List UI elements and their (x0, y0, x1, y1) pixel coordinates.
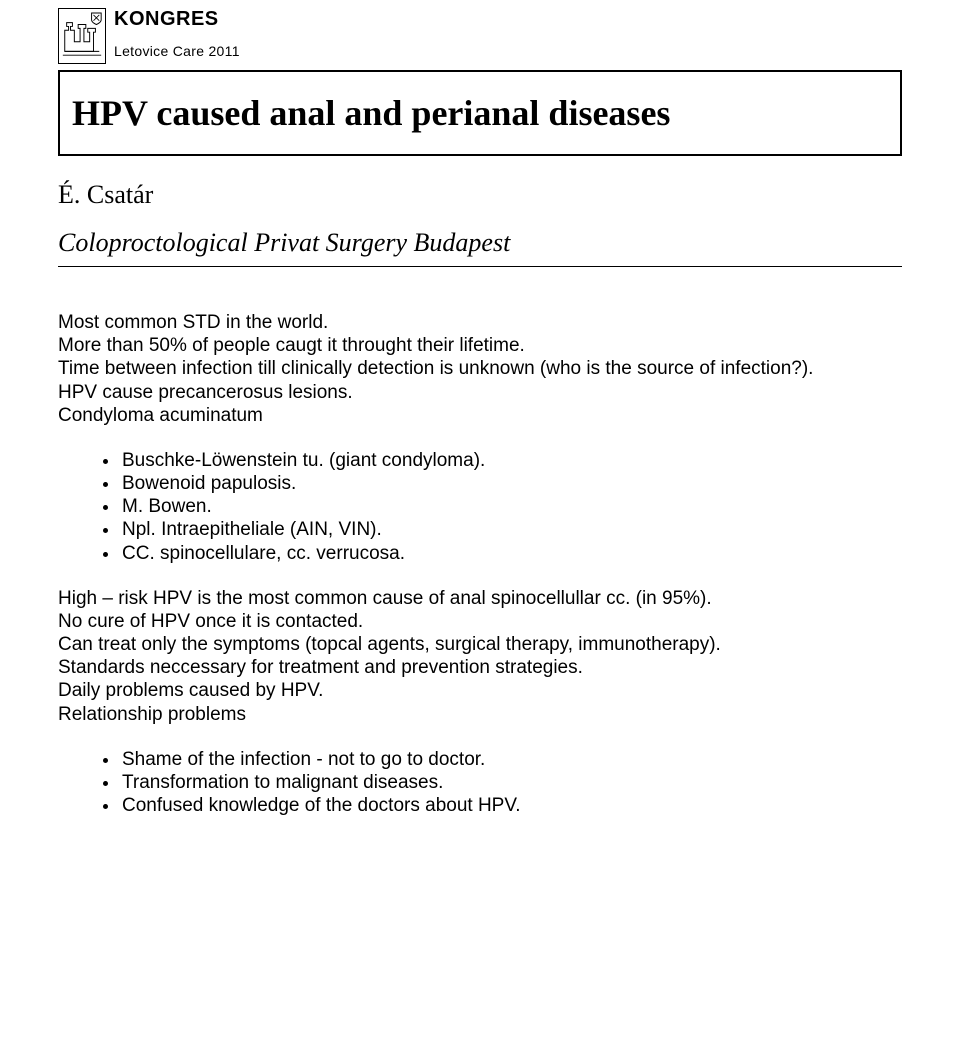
notes-line: High – risk HPV is the most common cause… (58, 587, 902, 610)
intro-line: HPV cause precancerosus lesions. (58, 381, 902, 404)
intro-line: Condyloma acuminatum (58, 404, 902, 427)
conference-edition: Letovice Care 2011 (114, 43, 240, 59)
conference-crest-icon (58, 8, 106, 64)
notes-line: Standards neccessary for treatment and p… (58, 656, 902, 679)
notes-line: Daily problems caused by HPV. (58, 679, 902, 702)
notes-line: Can treat only the symptoms (topcal agen… (58, 633, 902, 656)
conference-name: KONGRES (114, 8, 240, 31)
list-item: Buschke-Löwenstein tu. (giant condyloma)… (120, 449, 902, 472)
problems-list: Shame of the infection - not to go to do… (120, 748, 902, 818)
notes-paragraph: High – risk HPV is the most common cause… (58, 587, 902, 726)
author-affiliation: Coloproctological Privat Surgery Budapes… (58, 228, 902, 258)
list-item: M. Bowen. (120, 495, 902, 518)
list-item: CC. spinocellulare, cc. verrucosa. (120, 542, 902, 565)
intro-line: Most common STD in the world. (58, 311, 902, 334)
list-item: Confused knowledge of the doctors about … (120, 794, 902, 817)
intro-line: Time between infection till clinically d… (58, 357, 902, 380)
intro-line: More than 50% of people caugt it through… (58, 334, 902, 357)
list-item: Transformation to malignant diseases. (120, 771, 902, 794)
list-item: Npl. Intraepitheliale (AIN, VIN). (120, 518, 902, 541)
divider (58, 266, 902, 267)
list-item: Shame of the infection - not to go to do… (120, 748, 902, 771)
intro-paragraph: Most common STD in the world. More than … (58, 311, 902, 427)
title-box: HPV caused anal and perianal diseases (58, 70, 902, 156)
document-title: HPV caused anal and perianal diseases (72, 92, 888, 134)
list-item: Bowenoid papulosis. (120, 472, 902, 495)
notes-line: No cure of HPV once it is contacted. (58, 610, 902, 633)
conference-logo-header: KONGRES Letovice Care 2011 (58, 8, 902, 64)
conditions-list: Buschke-Löwenstein tu. (giant condyloma)… (120, 449, 902, 565)
notes-line: Relationship problems (58, 703, 902, 726)
author-name: É. Csatár (58, 180, 902, 210)
